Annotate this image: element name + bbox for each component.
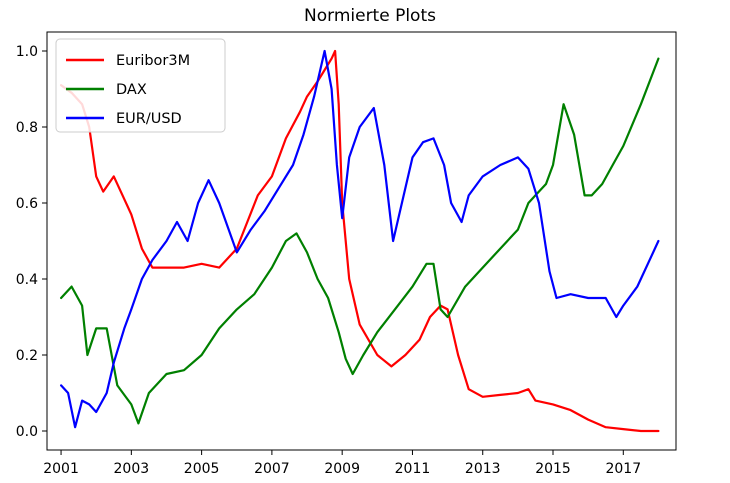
chart-title: Normierte Plots [304,6,436,26]
legend-label: DAX [116,82,147,98]
x-tick-label: 2007 [254,461,290,477]
series-layer [59,49,660,433]
legend-label: EUR/USD [116,111,182,127]
series-line-2 [59,49,660,429]
x-tick-label: 2013 [465,461,501,477]
y-tick-label: 1.0 [16,44,38,60]
x-tick-label: 2017 [605,461,641,477]
x-tick-label: 2009 [324,461,360,477]
x-tick-label: 2015 [535,461,571,477]
legend-label: Euribor3M [116,53,190,69]
plot-area-frame [46,31,677,451]
series-line-0 [59,49,660,433]
x-tick-label: 2003 [114,461,150,477]
x-axis: 2001 2003 2005 2007 2009 2011 2013 2015 2017 [43,450,641,477]
x-tick-label: 2001 [43,461,79,477]
y-tick-label: 0.6 [16,196,38,212]
y-tick-label: 0.0 [16,424,38,440]
x-tick-label: 2011 [395,461,431,477]
series-line-1 [59,57,660,425]
x-tick-label: 2005 [184,461,220,477]
legend: Euribor3M DAX EUR/USD [55,38,226,133]
y-tick-label: 0.8 [16,120,38,136]
y-axis: 0.0 0.2 0.4 0.6 0.8 1.0 [16,44,47,440]
y-tick-label: 0.2 [16,348,38,364]
y-tick-label: 0.4 [16,272,38,288]
legend-box [55,38,226,133]
